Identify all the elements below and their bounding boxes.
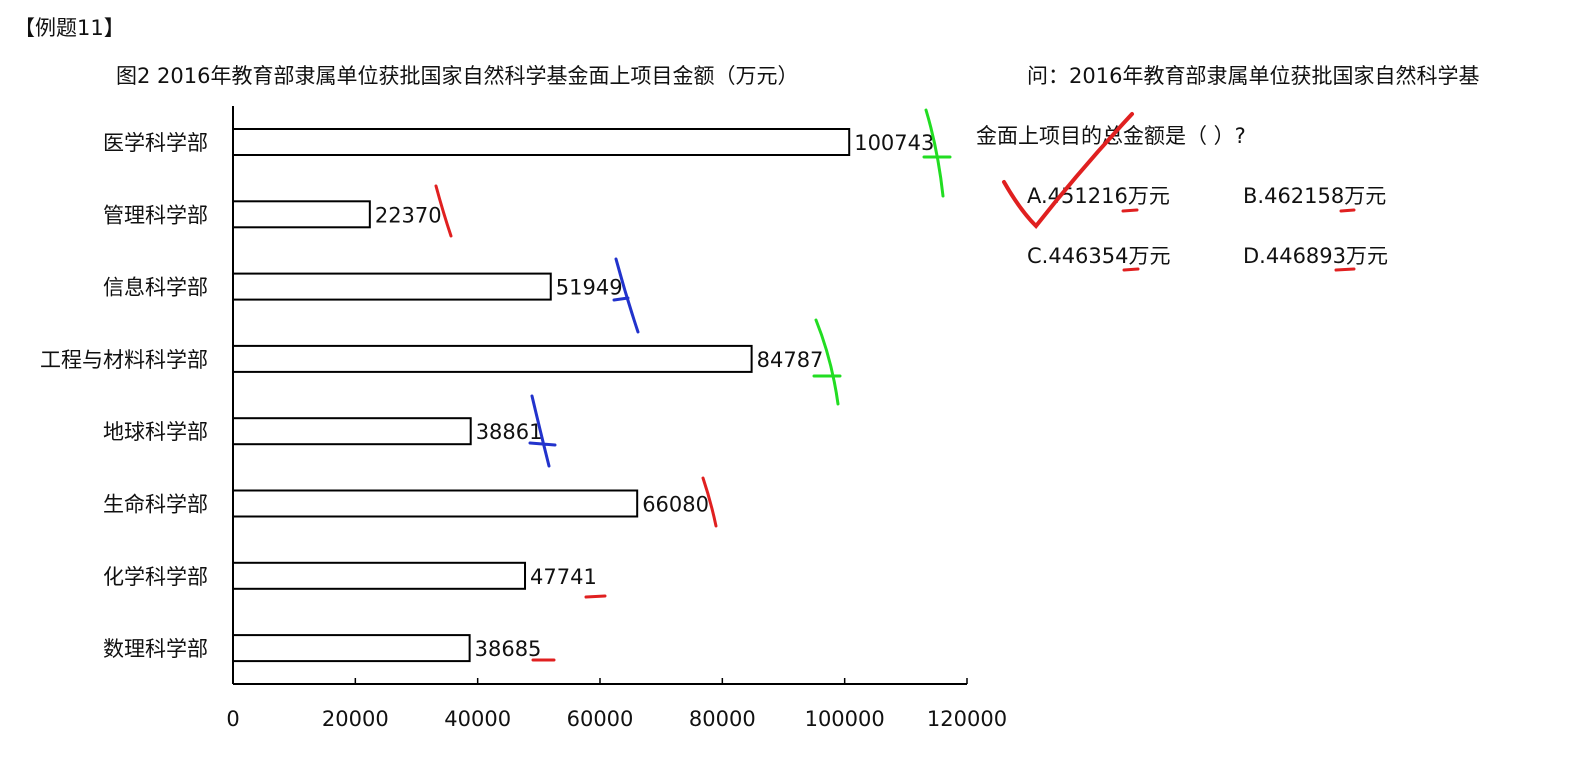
bar bbox=[232, 489, 639, 518]
option-b[interactable]: B.462158万元 bbox=[1243, 184, 1387, 208]
bar bbox=[232, 272, 552, 301]
value-label: 38861 bbox=[476, 420, 543, 444]
x-tick-label: 20000 bbox=[322, 707, 389, 731]
bar bbox=[232, 634, 471, 663]
chart-title: 图2 2016年教育部隶属单位获批国家自然科学基金面上项目金额（万元） bbox=[116, 64, 799, 88]
bar bbox=[232, 200, 371, 229]
x-tick-label: 0 bbox=[226, 707, 239, 731]
bar bbox=[232, 417, 472, 446]
category-label: 生命科学部 bbox=[103, 493, 208, 517]
category-label: 地球科学部 bbox=[103, 420, 208, 444]
category-label: 数理科学部 bbox=[103, 637, 208, 661]
category-label: 化学科学部 bbox=[103, 565, 208, 589]
question-line-1: 问：2016年教育部隶属单位获批国家自然科学基 bbox=[1027, 64, 1480, 88]
x-tick-label: 120000 bbox=[927, 707, 1007, 731]
category-label: 工程与材料科学部 bbox=[40, 348, 208, 372]
value-label: 84787 bbox=[757, 348, 824, 372]
value-label: 66080 bbox=[642, 493, 709, 517]
x-tick-label: 80000 bbox=[689, 707, 756, 731]
bar bbox=[232, 344, 753, 373]
value-label: 51949 bbox=[556, 276, 623, 300]
example-label: 【例题11】 bbox=[14, 16, 125, 40]
value-label: 100743 bbox=[854, 131, 934, 155]
bar bbox=[232, 561, 527, 590]
value-label: 47741 bbox=[530, 565, 597, 589]
value-label: 22370 bbox=[375, 203, 442, 227]
x-tick-label: 60000 bbox=[567, 707, 634, 731]
value-label: 38685 bbox=[475, 637, 542, 661]
option-d[interactable]: D.446893万元 bbox=[1243, 244, 1389, 268]
category-label: 医学科学部 bbox=[103, 131, 208, 155]
bar bbox=[232, 128, 851, 156]
option-c[interactable]: C.446354万元 bbox=[1027, 244, 1171, 268]
category-label: 管理科学部 bbox=[103, 203, 208, 227]
x-tick-label: 100000 bbox=[805, 707, 885, 731]
category-label: 信息科学部 bbox=[103, 276, 208, 300]
x-tick-label: 40000 bbox=[444, 707, 511, 731]
